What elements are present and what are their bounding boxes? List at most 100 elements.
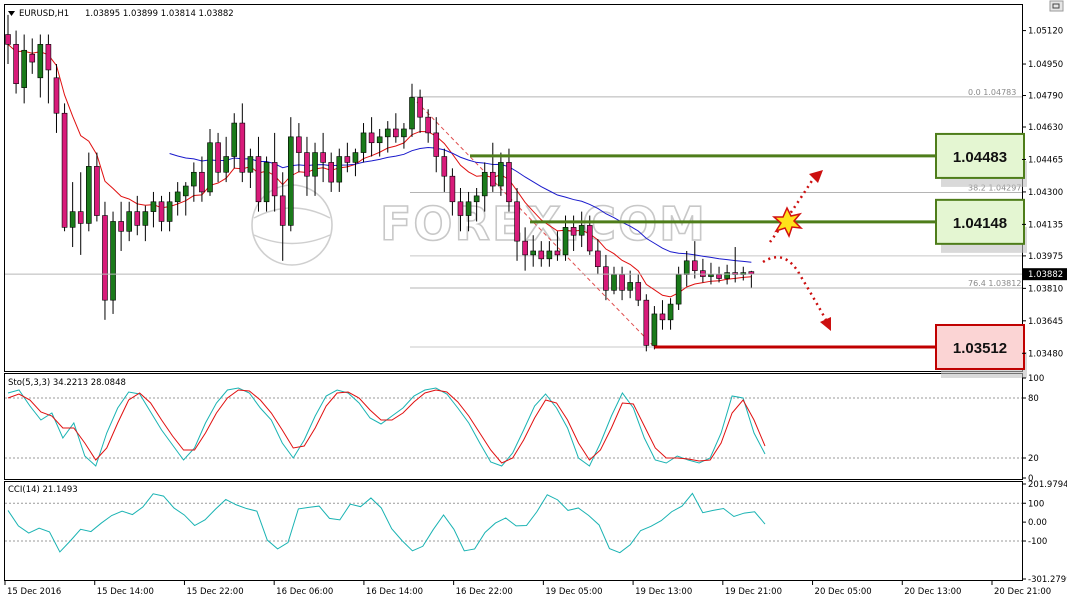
bearish-candle-body xyxy=(570,227,577,236)
bullish-candle-body xyxy=(191,171,197,187)
bullish-arrowhead-icon xyxy=(809,170,823,183)
bearish-candle-body xyxy=(635,282,642,301)
bearish-candle-body xyxy=(320,152,326,163)
bullish-candle-body xyxy=(37,44,44,79)
bearish-candle-body xyxy=(659,313,666,321)
bullish-candle-body xyxy=(498,162,504,187)
bullish-candle-body xyxy=(336,156,343,183)
bearish-candle-body xyxy=(53,77,60,114)
bullish-candle-body xyxy=(166,201,173,222)
bullish-candle-body xyxy=(683,260,690,275)
stochastic-header: Sto(5,3,3) 34.2213 28.0848 xyxy=(8,378,126,388)
price-y-tick-label: 1.04630 xyxy=(1028,123,1063,133)
bullish-candle-body xyxy=(352,152,359,163)
bullish-candle-body xyxy=(360,132,367,153)
bullish-candle-body xyxy=(667,303,674,321)
bearish-projection-arrow xyxy=(762,256,828,321)
bullish-candle-body xyxy=(409,97,415,130)
price-y-tick-label: 1.04135 xyxy=(1028,220,1063,230)
fib-level-label: 0.0 1.04783 xyxy=(968,88,1016,97)
stochastic-y-tick-label: 0 xyxy=(1028,474,1033,484)
bearish-candle-body xyxy=(296,136,302,153)
pivot-level-label: 1.04148 xyxy=(953,215,1007,232)
bearish-candle-body xyxy=(691,260,698,271)
stochastic-y-tick-label: 100 xyxy=(1028,374,1044,384)
price-y-tick-label: 1.03810 xyxy=(1028,284,1063,294)
bullish-candle-body xyxy=(182,185,189,197)
x-tick-label: 19 Dec 13:00 xyxy=(635,587,692,597)
bearish-candle-body xyxy=(344,156,351,163)
candles xyxy=(5,14,755,352)
bullish-candle-body xyxy=(263,162,270,203)
bearish-candle-body xyxy=(158,201,165,222)
bullish-candle-body xyxy=(724,272,730,279)
bearish-candle-body xyxy=(255,156,262,203)
symbol-menu-chevron-down-icon[interactable] xyxy=(8,11,15,16)
bullish-candle-body xyxy=(473,195,480,203)
bearish-candle-body xyxy=(603,266,609,291)
bearish-candle-body xyxy=(134,211,141,226)
support-level-label: 1.03512 xyxy=(953,340,1007,357)
x-tick-label: 15 Dec 14:00 xyxy=(97,587,154,597)
bullish-candle-body xyxy=(562,227,569,256)
bullish-candle-body xyxy=(142,211,149,226)
bearish-candle-body xyxy=(279,195,286,226)
bearish-candle-body xyxy=(643,299,650,346)
price-pane-frame xyxy=(4,4,1023,372)
bearish-candle-body xyxy=(522,240,528,256)
bullish-candle-body xyxy=(376,136,383,144)
x-tick-label: 19 Dec 21:00 xyxy=(725,587,782,597)
current-price-tag xyxy=(1023,268,1067,281)
restore-window-button[interactable] xyxy=(1049,0,1064,12)
bearish-candle-body xyxy=(199,171,205,193)
bullish-candle-body xyxy=(708,274,714,277)
bullish-candle-body xyxy=(110,221,116,301)
bearish-candle-body xyxy=(457,201,464,216)
bearish-candle-body xyxy=(449,175,456,203)
bearish-candle-body xyxy=(29,53,36,63)
bearish-candle-body xyxy=(102,215,108,301)
stochastic-y-tick-label: 20 xyxy=(1028,454,1039,464)
x-tick-label: 20 Dec 05:00 xyxy=(815,587,872,597)
price-y-tick-label: 1.05120 xyxy=(1028,27,1063,37)
bullish-candle-body xyxy=(384,128,391,138)
bullish-candle-body xyxy=(247,156,254,173)
bearish-candle-body xyxy=(239,122,246,173)
bullish-candle-body xyxy=(401,128,407,138)
bullish-candle-body xyxy=(207,142,213,193)
bearish-candle-body xyxy=(514,201,520,242)
price-y-tick-label: 1.03480 xyxy=(1028,349,1063,359)
restore-window-glyph xyxy=(1052,3,1060,9)
watermark-text: FOREX.COM xyxy=(380,197,707,251)
bullish-candle-body xyxy=(546,250,553,260)
fib-anchor-trendline xyxy=(411,96,655,348)
bearish-candle-body xyxy=(271,162,278,197)
stochastic-pane-frame xyxy=(4,373,1023,480)
bearish-candle-body xyxy=(716,274,722,279)
bearish-candle-body xyxy=(700,270,706,277)
restore-window-icon[interactable] xyxy=(1049,0,1064,12)
bearish-candle-body xyxy=(368,132,375,144)
key-levels: 1.04483 1.04148 1.03512 xyxy=(470,132,1027,378)
bearish-candle-body xyxy=(538,250,545,260)
x-tick-label: 15 Dec 22:00 xyxy=(186,587,243,597)
breakout-burst-icon xyxy=(771,206,804,238)
axes: 1.05120 1.04950 1.04790 1.04630 1.04465 1.043… xyxy=(4,27,1067,597)
bearish-candle-body xyxy=(506,162,512,203)
cci-y-tick-label: 0.00 xyxy=(1028,518,1047,528)
bearish-candle-body xyxy=(433,132,440,157)
cci-header: CCI(14) 21.1493 xyxy=(8,485,78,495)
bearish-candle-body xyxy=(61,112,68,228)
bullish-candle-body xyxy=(611,274,617,291)
bearish-candle-body xyxy=(586,225,593,252)
bullish-candle-body xyxy=(21,49,27,88)
x-tick-label: 16 Dec 06:00 xyxy=(276,587,333,597)
fibonacci-levels: 0.0 1.04783 38.2 1.04297 76.4 1.03812 xyxy=(410,88,1022,348)
cci-y-tick-label: -100 xyxy=(1028,537,1047,547)
stochastic-series-line xyxy=(7,389,766,464)
bearish-candle-body xyxy=(595,250,601,268)
bullish-candle-body xyxy=(126,211,132,232)
